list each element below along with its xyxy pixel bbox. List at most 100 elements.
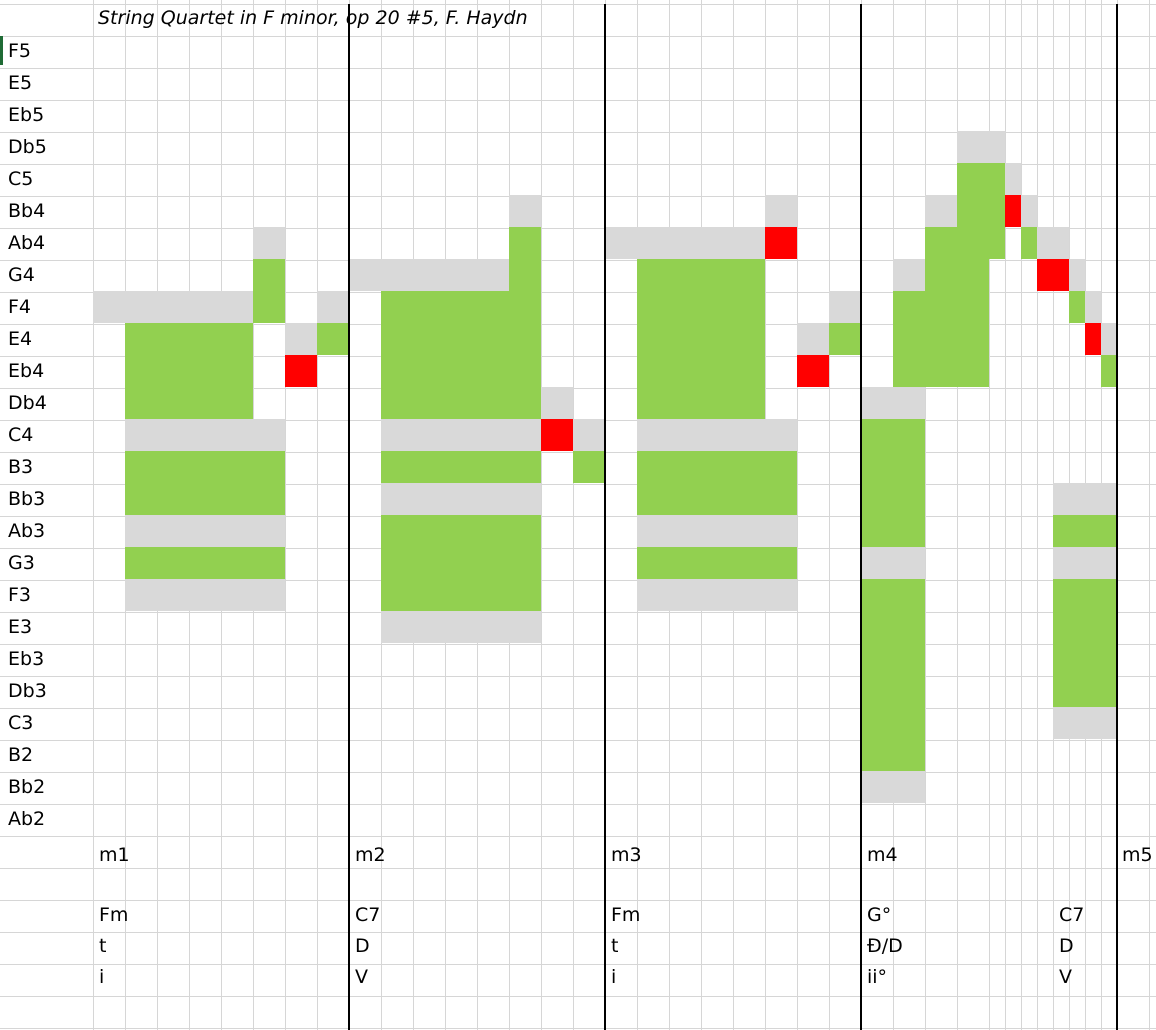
function-label: t xyxy=(99,935,107,957)
chord-tone-cell xyxy=(957,195,1005,227)
gridline-horizontal xyxy=(0,516,1156,517)
held-tone-cell xyxy=(125,419,285,451)
gridline-horizontal xyxy=(0,740,1156,741)
pitch-label: B2 xyxy=(8,744,34,766)
gridline-horizontal xyxy=(0,708,1156,709)
chord-tone-cell xyxy=(1053,643,1117,675)
held-tone-cell xyxy=(861,771,925,803)
chord-tone-cell xyxy=(861,483,925,515)
held-tone-cell xyxy=(317,291,349,323)
chord-tone-cell xyxy=(381,579,541,611)
pitch-label: F5 xyxy=(8,40,32,62)
held-tone-cell xyxy=(509,195,541,227)
held-tone-cell xyxy=(381,611,541,643)
chord-tone-cell xyxy=(637,355,765,387)
held-tone-cell xyxy=(637,579,797,611)
chord-symbol: Fm xyxy=(99,904,129,926)
chord-tone-cell xyxy=(637,259,765,291)
chord-tone-cell xyxy=(125,451,285,483)
gridline-horizontal xyxy=(0,228,1156,229)
held-tone-cell xyxy=(381,483,541,515)
gridline-horizontal xyxy=(0,900,1156,901)
chord-tone-cell xyxy=(1069,291,1085,323)
chord-tone-cell xyxy=(381,323,541,355)
pitch-label: G4 xyxy=(8,264,35,286)
pitch-label: Ab3 xyxy=(8,520,46,542)
row-selection-marker xyxy=(0,36,3,65)
chord-symbol: C7 xyxy=(1059,904,1085,926)
roman-numeral: ii° xyxy=(867,966,888,988)
function-label: D xyxy=(355,935,370,957)
pitch-label: Ab2 xyxy=(8,808,46,830)
pitch-label: E4 xyxy=(8,328,33,350)
gridline-horizontal xyxy=(0,612,1156,613)
gridline-vertical xyxy=(989,0,990,1030)
chord-tone-cell xyxy=(861,419,925,451)
chord-tone-cell xyxy=(125,547,285,579)
gridline-horizontal xyxy=(0,772,1156,773)
gridline-vertical xyxy=(317,0,318,1030)
chord-tone-cell xyxy=(957,163,1005,195)
gridline-horizontal xyxy=(0,324,1156,325)
pitch-label: C5 xyxy=(8,168,34,190)
gridline-vertical xyxy=(93,0,94,1030)
held-tone-cell xyxy=(1101,323,1117,355)
gridline-horizontal xyxy=(0,964,1156,965)
held-tone-cell xyxy=(253,227,285,259)
pitch-label: Bb3 xyxy=(8,488,46,510)
held-tone-cell xyxy=(861,547,925,579)
gridline-horizontal xyxy=(0,804,1156,805)
pitch-label: C3 xyxy=(8,712,34,734)
chord-tone-cell xyxy=(573,451,605,483)
held-tone-cell xyxy=(957,131,1005,163)
held-tone-cell xyxy=(125,515,285,547)
pitch-label: Db5 xyxy=(8,136,47,158)
chord-symbol: C7 xyxy=(355,904,381,926)
non-chord-tone-cell xyxy=(765,227,797,259)
non-chord-tone-cell xyxy=(285,355,317,387)
non-chord-tone-cell xyxy=(541,419,573,451)
chord-tone-cell xyxy=(861,707,925,739)
held-tone-cell xyxy=(1053,547,1117,579)
pitch-label: Bb2 xyxy=(8,776,46,798)
chord-tone-cell xyxy=(125,355,253,387)
gridline-horizontal xyxy=(0,676,1156,677)
function-label: D xyxy=(1059,935,1074,957)
chord-tone-cell xyxy=(925,227,989,259)
gridline-vertical xyxy=(957,0,958,1030)
chord-tone-cell xyxy=(1053,515,1117,547)
gridline-horizontal xyxy=(0,1028,1156,1029)
held-tone-cell xyxy=(797,323,829,355)
held-tone-cell xyxy=(637,419,797,451)
chord-tone-cell xyxy=(989,227,1005,259)
pitch-label: E3 xyxy=(8,616,33,638)
roman-numeral: V xyxy=(1059,966,1072,988)
held-tone-cell xyxy=(637,515,797,547)
pitch-label: Ab4 xyxy=(8,232,46,254)
measure-number: m5 xyxy=(1122,844,1153,866)
gridline-vertical xyxy=(829,0,830,1030)
chord-tone-cell xyxy=(893,323,989,355)
gridline-horizontal xyxy=(0,196,1156,197)
chord-tone-cell xyxy=(637,451,797,483)
pitch-label: B3 xyxy=(8,456,34,478)
chord-tone-cell xyxy=(253,259,285,291)
gridline-horizontal xyxy=(0,932,1156,933)
measure-barline xyxy=(348,4,350,1030)
chord-tone-cell xyxy=(637,547,797,579)
gridline-horizontal xyxy=(0,68,1156,69)
gridline-horizontal xyxy=(0,4,1156,5)
chord-tone-cell xyxy=(125,483,285,515)
held-tone-cell xyxy=(1053,483,1117,515)
sheet-title: String Quartet in F minor, op 20 #5, F. … xyxy=(98,7,528,29)
gridline-horizontal xyxy=(0,868,1156,869)
pitch-label: Eb3 xyxy=(8,648,45,670)
gridline-horizontal xyxy=(0,356,1156,357)
chord-tone-cell xyxy=(381,355,541,387)
gridline-horizontal xyxy=(0,260,1156,261)
held-tone-cell xyxy=(349,259,509,291)
held-tone-cell xyxy=(893,259,925,291)
measure-number: m4 xyxy=(867,844,898,866)
measure-barline xyxy=(860,4,862,1030)
